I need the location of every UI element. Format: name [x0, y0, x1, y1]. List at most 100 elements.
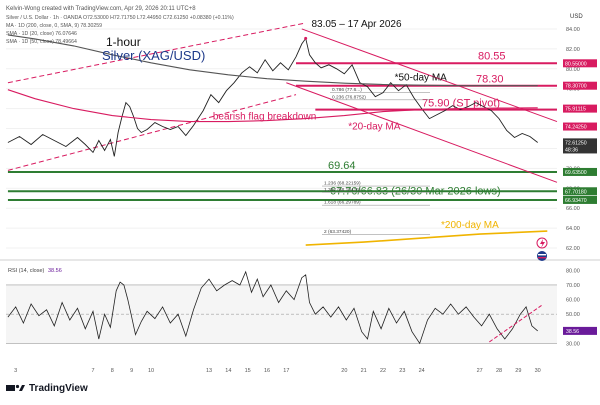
rsi-tick-label: 30.00: [566, 341, 580, 347]
header-credit: Kelvin-Wong created with TradingView.com…: [6, 6, 196, 12]
x-tick-label: 28: [496, 368, 502, 374]
timeframe-label: 1-hour: [106, 35, 141, 49]
axis-unit: USD: [570, 14, 583, 20]
x-tick-label: 21: [361, 368, 367, 374]
fib-label: 0.786 (77.6...): [332, 87, 362, 93]
fib-label: 0.236 (76.8752): [332, 94, 366, 100]
y-tick-label: 84.00: [566, 27, 580, 33]
price-tag-box: [563, 167, 597, 176]
main-grid: [6, 28, 557, 249]
time-axis: 3 7 8 9 10 13 14 15 16 17 20 21 22 23 24 27 28 29 30: [14, 368, 541, 374]
price-tags: 80.55000 78.30700 75.91115 74.24250 72.61250…: [563, 59, 597, 204]
rsi-tick-label: 70.00: [566, 283, 580, 289]
y-tick-label: 82.00: [566, 47, 580, 53]
level-label: 78.30: [476, 74, 504, 86]
price-tag-box: [563, 195, 597, 204]
tradingview-logo: [6, 384, 25, 391]
trendline-channel-upper: [7, 22, 306, 84]
x-tick-label: 14: [225, 368, 231, 374]
x-tick-label: 30: [535, 368, 541, 374]
level-label: 80.55: [478, 50, 506, 62]
header-ma-line: MA · 1D (200, close, 0, SMA, 9) 78.30259: [6, 23, 102, 29]
x-tick-label: 22: [380, 368, 386, 374]
price-tag-label: 78.30700: [565, 84, 587, 90]
peak-marker: [304, 36, 308, 40]
y-tick-label: 66.00: [566, 206, 580, 212]
annotation: 83.05 – 17 Apr 2026: [311, 19, 402, 30]
fib-label: 1.382 (68.10416): [324, 187, 361, 193]
price-tag-label: 75.91115: [565, 107, 586, 113]
price-tag-label: 72.61250: [565, 140, 587, 146]
x-tick-label: 8: [111, 368, 114, 374]
annotation: *200-day MA: [441, 220, 499, 231]
support-resistance-levels: 80.55 78.30 75.90 (ST pivot) 69.64 67.70/66.…: [7, 50, 557, 201]
fibonacci-levels: 0.786 (77.6...)0.236 (76.8752) 1.236 (68.…: [322, 87, 430, 235]
price-tag-box: [563, 145, 597, 154]
rsi-title: RSI (14, close): [8, 268, 45, 274]
price-tag-box: [563, 122, 597, 131]
annotation: *20-day MA: [348, 122, 401, 133]
level-label: 67.70/66.83 (26/30 Mar 2026 lows): [330, 185, 501, 197]
x-tick-label: 7: [91, 368, 94, 374]
x-tick-label: 9: [130, 368, 133, 374]
x-tick-label: 29: [515, 368, 521, 374]
price-tag-label: 69.63500: [565, 170, 587, 176]
rsi-tick-label: 50.00: [566, 312, 580, 318]
price-tag-box: [563, 104, 597, 113]
price-tag-box: [563, 187, 597, 196]
header-sma50-line: SMA · 1D (50, close) 78.49664: [6, 39, 77, 45]
annotation: bearish flag breakdown: [213, 112, 316, 123]
price-tag-label: 80.55000: [565, 61, 587, 67]
price-tag-label: 67.70180: [565, 189, 587, 195]
price-and-ma-series: [7, 34, 548, 246]
footer-brand: TradingView: [29, 383, 88, 394]
rsi-line: [7, 270, 538, 345]
fib-label: 1.236 (68.22159): [324, 181, 361, 187]
x-tick-label: 16: [264, 368, 270, 374]
trendline-channel-lower: [7, 94, 297, 171]
price-tag-label: 74.24250: [565, 125, 587, 131]
x-tick-label: 10: [148, 368, 154, 374]
y-tick-label: 80.00: [566, 67, 580, 73]
x-tick-label: 13: [206, 368, 212, 374]
price-tag-box: [563, 81, 597, 90]
y-tick-label: 64.00: [566, 226, 580, 232]
rsi-value: 38.56: [48, 268, 62, 274]
lightning-icon[interactable]: [536, 237, 548, 249]
series-line: [7, 34, 538, 87]
annotation: *50-day MA: [395, 73, 448, 84]
y-tick-label: 62.00: [566, 246, 580, 252]
price-tag-box: [563, 59, 597, 68]
rsi-tick-label: 60.00: [566, 298, 580, 304]
header-symbol-line: Silver / U.S. Dollar · 1h · OANDA O72.53…: [6, 15, 234, 21]
rsi-tick-label: 80.00: [566, 268, 580, 274]
trendlines: [7, 22, 558, 183]
rsi-value-tag-label: 38.56: [566, 329, 579, 335]
series-line: [7, 89, 538, 123]
flag-icon[interactable]: [537, 251, 547, 261]
price-tag-label: 48:36: [565, 147, 578, 153]
rsi-trendline: [489, 305, 542, 343]
fib-label: 2 (63.37420): [324, 229, 352, 235]
x-tick-label: 23: [399, 368, 405, 374]
x-tick-label: 27: [477, 368, 483, 374]
x-tick-label: 15: [245, 368, 251, 374]
x-tick-label: 17: [283, 368, 289, 374]
trendline-flag-lower: [286, 82, 558, 183]
fib-label: 1.618 (66.29789): [324, 200, 361, 206]
header-sma20-line: SMA · 1D (20, close) 76.07646: [6, 31, 77, 37]
series-line: [7, 37, 538, 157]
chart-title: Silver (XAG/USD): [102, 48, 205, 63]
x-tick-label: 3: [14, 368, 17, 374]
chart-annotations: 83.05 – 17 Apr 2026 *50-day MA bearish fla…: [213, 19, 499, 231]
x-tick-label: 20: [341, 368, 347, 374]
rsi-value-tag: [563, 326, 597, 335]
level-label: 75.90 (ST pivot): [422, 98, 500, 110]
price-tag-label: 66.93470: [565, 198, 587, 204]
x-tick-label: 24: [419, 368, 425, 374]
level-label: 69.64: [328, 160, 356, 172]
price-tag-box: [563, 138, 597, 147]
series-line: [305, 230, 548, 246]
